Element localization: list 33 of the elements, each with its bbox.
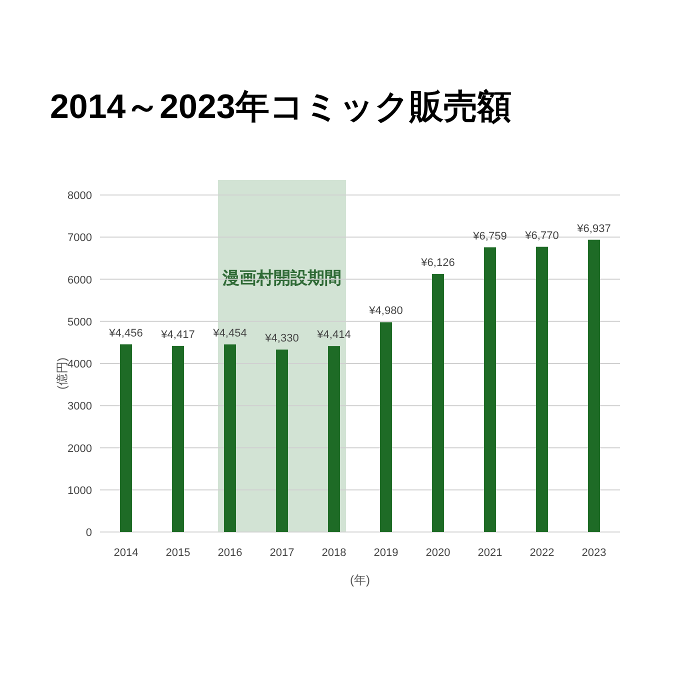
x-tick-label: 2017 (270, 547, 294, 559)
x-tick-label: 2018 (322, 547, 346, 559)
data-label: ¥6,937 (576, 222, 611, 235)
x-tick-label: 2021 (478, 547, 502, 559)
y-tick-label: 8000 (68, 190, 92, 202)
data-label: ¥4,454 (212, 327, 247, 340)
data-label: ¥4,980 (368, 305, 403, 318)
x-axis-title: (年) (350, 573, 370, 587)
y-axis-title: (億円) (55, 358, 69, 390)
x-tick-label: 2016 (218, 547, 242, 559)
y-tick-label: 2000 (68, 442, 92, 455)
data-label: ¥4,456 (108, 327, 143, 340)
data-label: ¥6,126 (420, 256, 455, 269)
y-tick-label: 7000 (68, 232, 92, 244)
data-label: ¥4,417 (160, 328, 195, 341)
y-tick-label: 0 (86, 527, 92, 539)
chart-title: 2014～2023年コミック販売額 (50, 88, 512, 126)
band-label: 漫画村開設期間 (222, 268, 342, 288)
y-tick-label: 1000 (68, 484, 92, 497)
y-tick-label: 3000 (68, 400, 92, 413)
y-tick-label: 6000 (68, 274, 92, 286)
x-tick-label: 2014 (114, 547, 138, 559)
x-tick-label: 2015 (166, 547, 190, 559)
x-tick-label: 2019 (374, 547, 398, 559)
y-tick-label: 4000 (68, 358, 92, 370)
data-label: ¥4,330 (264, 332, 299, 345)
data-label: ¥6,770 (524, 230, 559, 242)
x-tick-label: 2022 (530, 547, 554, 559)
data-label: ¥6,759 (472, 230, 507, 242)
y-tick-label: 5000 (68, 316, 92, 328)
x-tick-label: 2020 (426, 547, 450, 559)
data-label: ¥4,414 (316, 329, 351, 342)
x-tick-label: 2023 (582, 547, 606, 559)
